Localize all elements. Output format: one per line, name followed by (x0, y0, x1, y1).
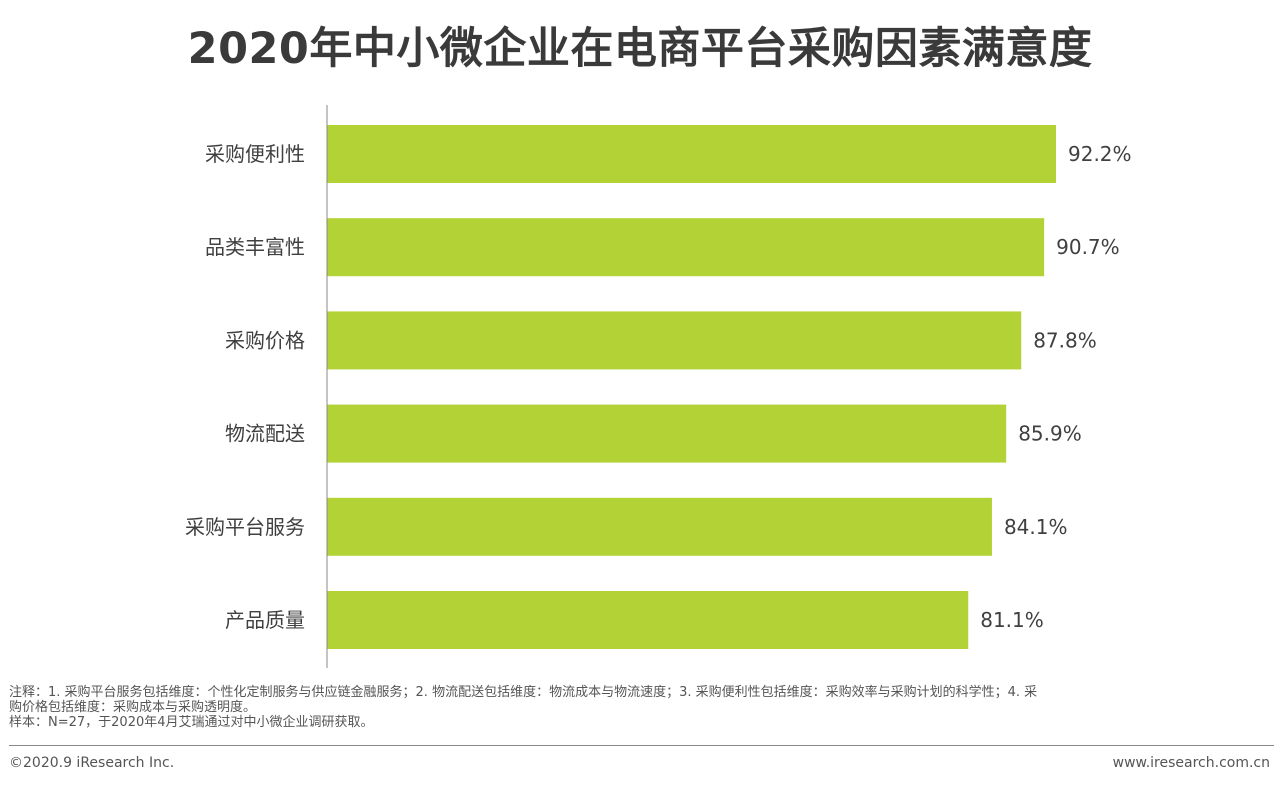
category-label: 产品质量 (225, 608, 305, 632)
footnote-line: 注释：1. 采购平台服务包括维度：个性化定制服务与供应链金融服务；2. 物流配送… (9, 685, 1038, 700)
sample-note: 样本：N=27，于2020年4月艾瑞通过对中小微企业调研获取。 (9, 715, 374, 730)
chart-title: 2020年中小微企业在电商平台采购因素满意度 (187, 24, 1093, 74)
footer-divider (9, 745, 1274, 746)
bar (327, 404, 1007, 463)
value-label: 92.2% (1068, 142, 1132, 166)
value-label: 85.9% (1018, 422, 1082, 446)
category-label: 采购价格 (225, 328, 305, 352)
category-label: 品类丰富性 (205, 235, 305, 259)
value-label: 81.1% (980, 608, 1044, 632)
category-label: 采购便利性 (205, 142, 305, 166)
value-label: 90.7% (1056, 235, 1120, 259)
bar (327, 125, 1056, 183)
copyright-text: ©2020.9 iResearch Inc. (9, 755, 175, 771)
bar (327, 218, 1045, 277)
website-link[interactable]: www.iresearch.com.cn (1112, 755, 1270, 771)
footnotes: 注释：1. 采购平台服务包括维度：个性化定制服务与供应链金融服务；2. 物流配送… (9, 685, 1274, 730)
value-label: 87.8% (1033, 328, 1097, 352)
bar (327, 497, 992, 556)
footnote-line: 购价格包括维度：采购成本与采购透明度。 (9, 700, 257, 715)
bar (327, 311, 1022, 370)
category-label: 采购平台服务 (185, 515, 305, 539)
value-label: 84.1% (1004, 515, 1068, 539)
bars-group: 采购便利性 92.2% 品类丰富性 90.7% 采购价格 87.8% 物流配送 85.9% 采购… (185, 125, 1132, 649)
category-label: 物流配送 (225, 422, 305, 446)
bar-chart: 采购便利性 92.2% 品类丰富性 90.7% 采购价格 87.8% 物流配送 85.9% 采购… (185, 105, 1132, 668)
bar (327, 591, 969, 649)
